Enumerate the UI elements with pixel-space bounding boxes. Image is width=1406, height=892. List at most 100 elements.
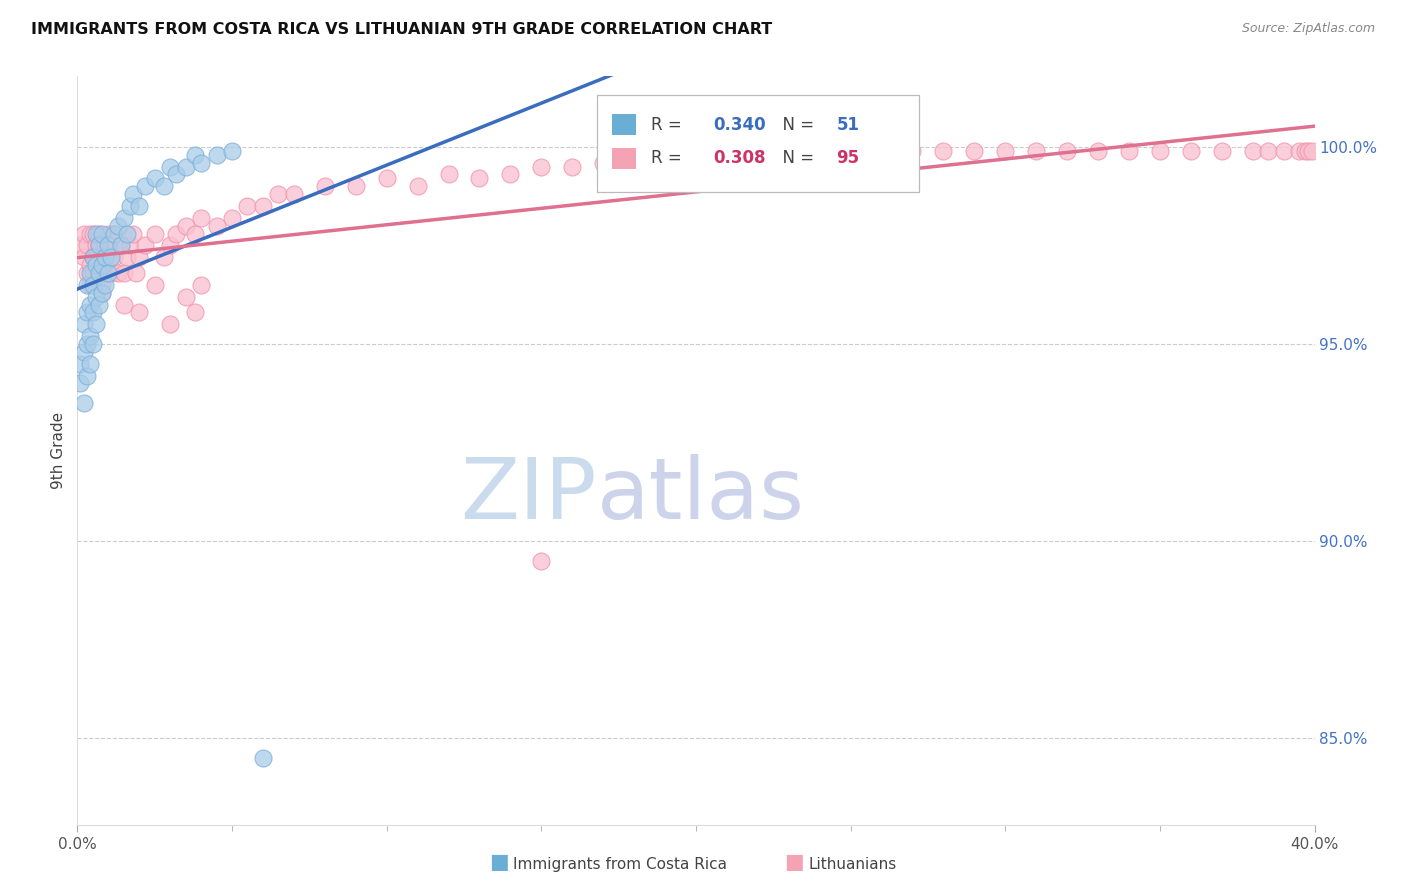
Point bbox=[97, 227, 120, 241]
Point bbox=[159, 238, 181, 252]
Point bbox=[716, 147, 738, 161]
Point bbox=[1272, 144, 1295, 158]
Point bbox=[69, 376, 91, 391]
Point bbox=[1288, 144, 1310, 158]
Point bbox=[76, 305, 98, 319]
Point bbox=[190, 277, 212, 292]
Point bbox=[94, 277, 117, 292]
Point bbox=[236, 199, 259, 213]
Point bbox=[87, 238, 110, 252]
Point bbox=[84, 277, 107, 292]
Point bbox=[103, 227, 125, 241]
Point bbox=[122, 227, 145, 241]
Point bbox=[91, 277, 114, 292]
Point bbox=[499, 168, 522, 182]
Point bbox=[87, 238, 110, 252]
Point bbox=[1211, 144, 1233, 158]
Point bbox=[94, 238, 117, 252]
Point bbox=[125, 266, 148, 280]
Point bbox=[82, 227, 104, 241]
Point bbox=[174, 219, 197, 233]
Text: atlas: atlas bbox=[598, 454, 806, 537]
Point bbox=[79, 297, 101, 311]
Point bbox=[1301, 144, 1323, 158]
Point bbox=[69, 357, 91, 371]
Point bbox=[84, 318, 107, 332]
Point bbox=[72, 344, 94, 359]
Point bbox=[103, 227, 125, 241]
Point bbox=[100, 266, 122, 280]
Point bbox=[252, 751, 274, 765]
Point bbox=[79, 277, 101, 292]
Point bbox=[82, 250, 104, 264]
Point bbox=[69, 238, 91, 252]
Point bbox=[134, 238, 156, 252]
Point bbox=[870, 144, 893, 158]
Text: N =: N = bbox=[772, 116, 820, 134]
Point bbox=[153, 179, 176, 194]
Text: ■: ■ bbox=[785, 853, 804, 872]
Point bbox=[87, 297, 110, 311]
Point bbox=[205, 147, 228, 161]
Point bbox=[1298, 144, 1320, 158]
Point bbox=[100, 250, 122, 264]
Point bbox=[94, 250, 117, 264]
Point bbox=[252, 199, 274, 213]
Point bbox=[159, 160, 181, 174]
Point bbox=[82, 277, 104, 292]
Point bbox=[84, 238, 107, 252]
Point bbox=[1294, 144, 1316, 158]
Point bbox=[623, 155, 645, 169]
Point bbox=[344, 179, 367, 194]
Point bbox=[115, 250, 138, 264]
Point bbox=[91, 250, 114, 264]
Bar bbox=[612, 114, 636, 135]
Text: 95: 95 bbox=[837, 149, 859, 167]
Point bbox=[808, 144, 831, 158]
Point bbox=[1118, 144, 1140, 158]
Point bbox=[82, 250, 104, 264]
Point bbox=[530, 160, 553, 174]
Point bbox=[82, 337, 104, 351]
Point bbox=[1025, 144, 1047, 158]
Point bbox=[184, 227, 207, 241]
Text: Immigrants from Costa Rica: Immigrants from Costa Rica bbox=[513, 857, 727, 872]
Point bbox=[1056, 144, 1078, 158]
Point bbox=[437, 168, 460, 182]
Text: 51: 51 bbox=[837, 116, 859, 134]
Point bbox=[530, 554, 553, 568]
Point bbox=[1257, 144, 1279, 158]
Point bbox=[190, 211, 212, 225]
Point bbox=[375, 171, 398, 186]
Point bbox=[839, 144, 862, 158]
Point bbox=[143, 227, 166, 241]
Point bbox=[283, 187, 305, 202]
Point bbox=[97, 266, 120, 280]
Point bbox=[1087, 144, 1109, 158]
Point bbox=[112, 211, 135, 225]
Point bbox=[190, 155, 212, 169]
Point bbox=[87, 227, 110, 241]
Point bbox=[103, 250, 125, 264]
Text: R =: R = bbox=[651, 116, 688, 134]
Point bbox=[159, 318, 181, 332]
Point bbox=[1149, 144, 1171, 158]
Point bbox=[654, 152, 676, 166]
Point bbox=[468, 171, 491, 186]
Point bbox=[110, 238, 132, 252]
Point bbox=[592, 155, 614, 169]
Point bbox=[91, 258, 114, 272]
Point bbox=[72, 227, 94, 241]
FancyBboxPatch shape bbox=[598, 95, 918, 192]
Point bbox=[153, 250, 176, 264]
Text: IMMIGRANTS FROM COSTA RICA VS LITHUANIAN 9TH GRADE CORRELATION CHART: IMMIGRANTS FROM COSTA RICA VS LITHUANIAN… bbox=[31, 22, 772, 37]
Point bbox=[184, 147, 207, 161]
Point bbox=[128, 250, 150, 264]
Point bbox=[128, 305, 150, 319]
Point bbox=[115, 227, 138, 241]
Text: ■: ■ bbox=[489, 853, 509, 872]
Point bbox=[118, 199, 141, 213]
Text: Lithuanians: Lithuanians bbox=[808, 857, 897, 872]
Text: 0.308: 0.308 bbox=[713, 149, 765, 167]
Point bbox=[82, 305, 104, 319]
